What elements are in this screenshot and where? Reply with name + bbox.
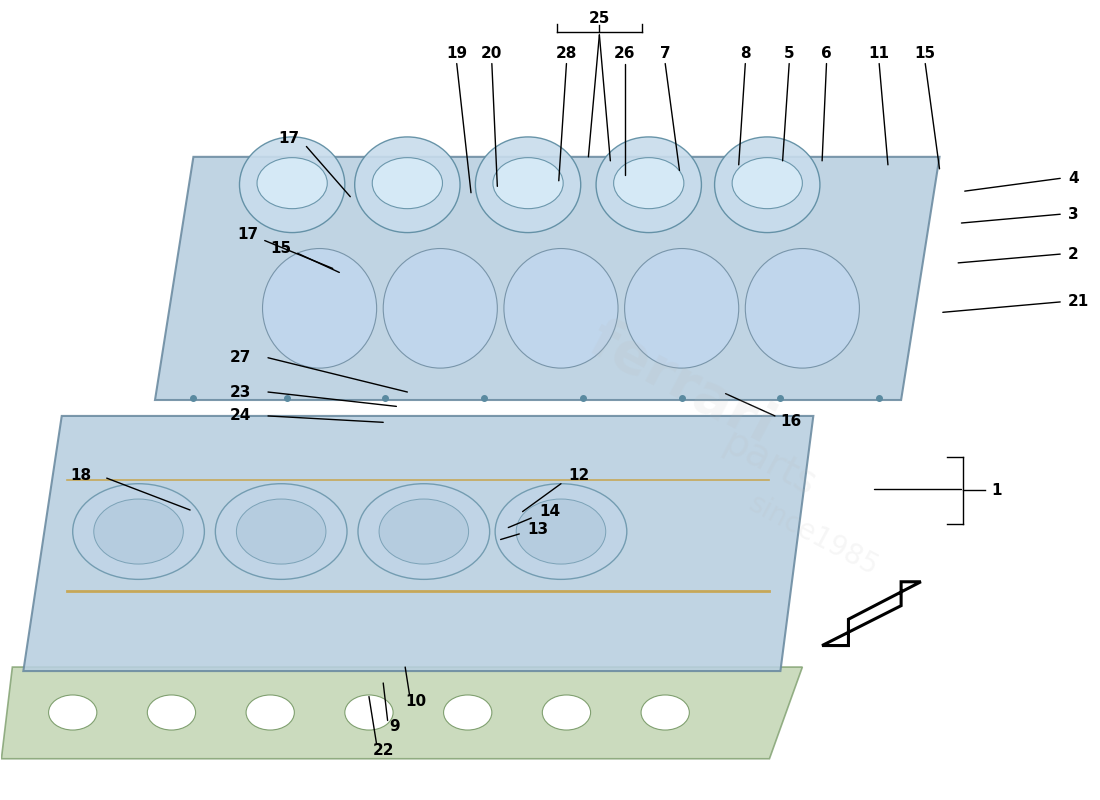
Ellipse shape <box>596 137 702 233</box>
Text: 25: 25 <box>588 11 610 26</box>
Text: 12: 12 <box>569 468 590 483</box>
Text: 20: 20 <box>481 46 503 61</box>
Text: 18: 18 <box>70 468 91 483</box>
Polygon shape <box>822 582 921 646</box>
Text: 28: 28 <box>556 46 578 61</box>
Text: 3: 3 <box>1068 206 1078 222</box>
Ellipse shape <box>746 249 859 368</box>
Text: 10: 10 <box>406 694 427 709</box>
Text: 9: 9 <box>389 719 399 734</box>
Ellipse shape <box>246 695 295 730</box>
Text: 5: 5 <box>784 46 794 61</box>
Ellipse shape <box>354 137 460 233</box>
Text: 23: 23 <box>230 385 252 399</box>
Circle shape <box>216 484 346 579</box>
Text: 21: 21 <box>1068 294 1089 310</box>
Circle shape <box>94 499 184 564</box>
Text: 27: 27 <box>230 350 252 366</box>
Text: 4: 4 <box>1068 171 1078 186</box>
Circle shape <box>257 158 328 209</box>
Text: since1985: since1985 <box>744 490 883 582</box>
Text: 13: 13 <box>527 522 548 538</box>
Polygon shape <box>23 416 813 671</box>
Ellipse shape <box>383 249 497 368</box>
Polygon shape <box>155 157 939 400</box>
Circle shape <box>495 484 627 579</box>
Circle shape <box>73 484 205 579</box>
Text: 8: 8 <box>740 46 750 61</box>
Text: 7: 7 <box>660 46 671 61</box>
Text: 24: 24 <box>230 409 252 423</box>
Ellipse shape <box>715 137 820 233</box>
Circle shape <box>358 484 490 579</box>
Text: 17: 17 <box>278 131 300 146</box>
Text: 1: 1 <box>991 483 1002 498</box>
Circle shape <box>372 158 442 209</box>
Ellipse shape <box>625 249 739 368</box>
Circle shape <box>493 158 563 209</box>
Ellipse shape <box>443 695 492 730</box>
Ellipse shape <box>542 695 591 730</box>
Text: 19: 19 <box>447 46 468 61</box>
Circle shape <box>516 499 606 564</box>
Text: 22: 22 <box>373 743 394 758</box>
Ellipse shape <box>48 695 97 730</box>
Text: 15: 15 <box>270 241 292 256</box>
Text: ferrari: ferrari <box>581 313 783 455</box>
Text: 17: 17 <box>236 226 258 242</box>
Circle shape <box>236 499 326 564</box>
Text: 16: 16 <box>780 414 802 429</box>
Text: 26: 26 <box>614 46 636 61</box>
Text: 11: 11 <box>869 46 890 61</box>
Text: 6: 6 <box>821 46 832 61</box>
Ellipse shape <box>263 249 376 368</box>
Ellipse shape <box>344 695 393 730</box>
Text: 14: 14 <box>539 504 560 519</box>
Ellipse shape <box>240 137 344 233</box>
Ellipse shape <box>504 249 618 368</box>
Circle shape <box>614 158 684 209</box>
Ellipse shape <box>475 137 581 233</box>
Polygon shape <box>1 667 802 758</box>
Text: 15: 15 <box>915 46 936 61</box>
Ellipse shape <box>147 695 196 730</box>
Text: 2: 2 <box>1068 246 1079 262</box>
Circle shape <box>733 158 802 209</box>
Ellipse shape <box>641 695 690 730</box>
Circle shape <box>379 499 469 564</box>
Text: parts: parts <box>716 423 823 504</box>
